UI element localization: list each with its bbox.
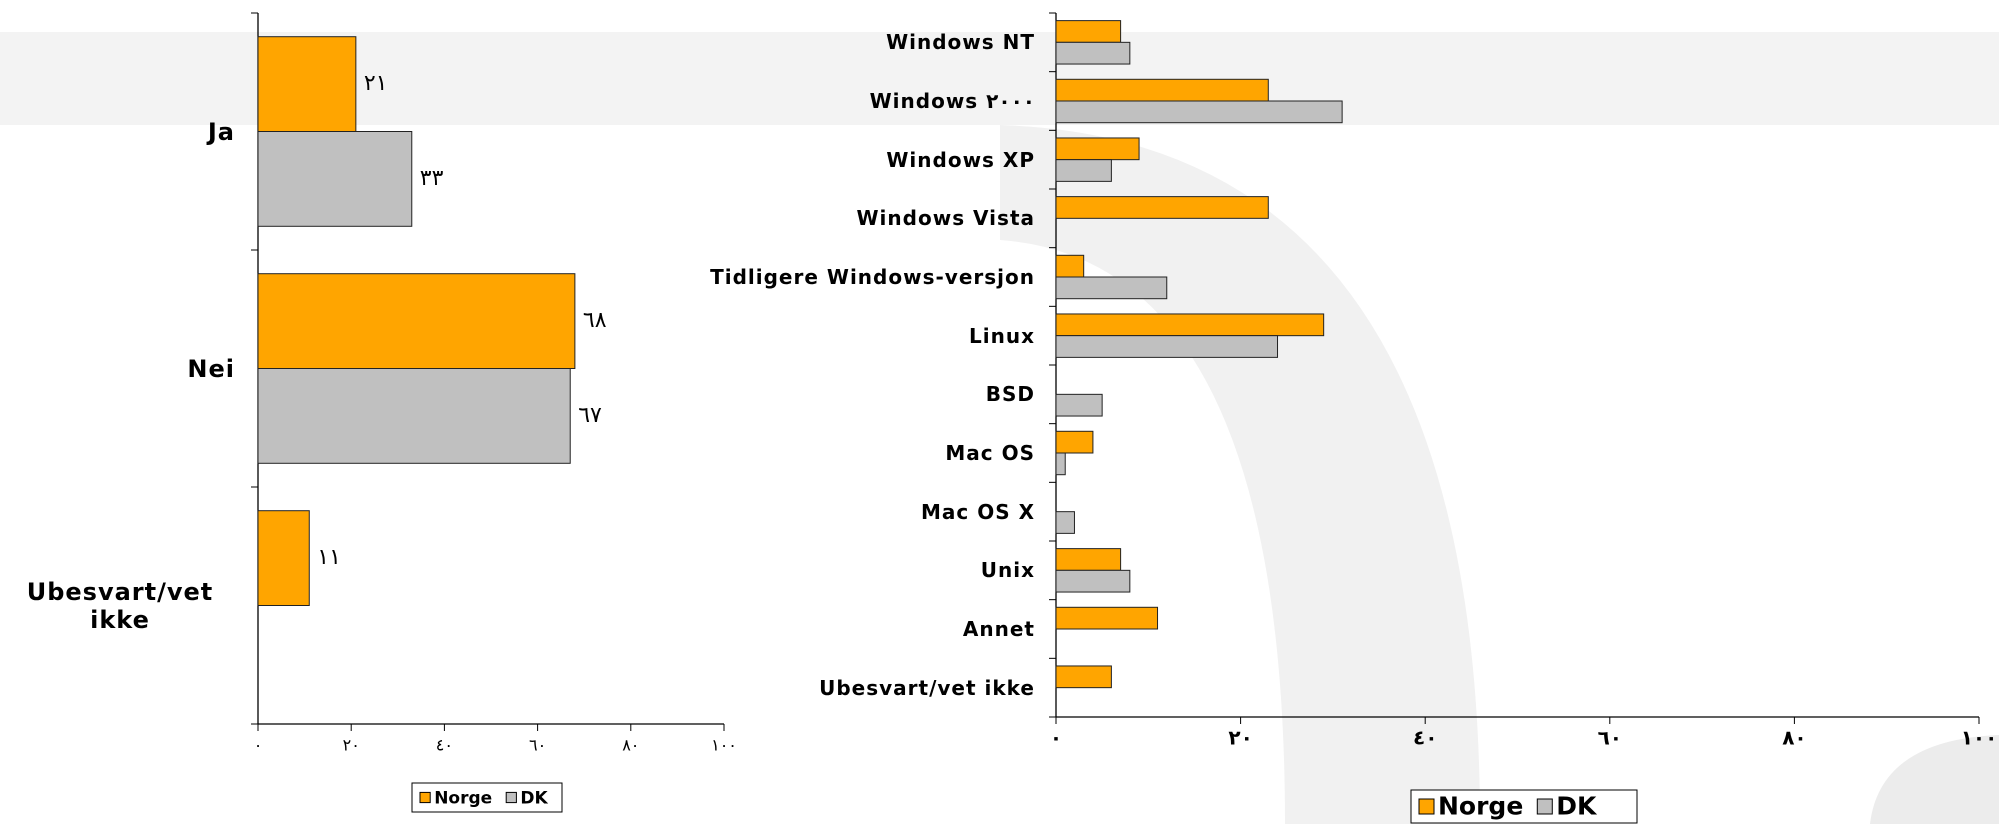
category-label-box: Windows XP — [635, 130, 1035, 189]
category-label-box: Ja — [5, 13, 235, 250]
category-label: BSD — [985, 382, 1035, 407]
bar — [1055, 137, 1140, 161]
bar — [1055, 196, 1269, 219]
bar — [1055, 78, 1269, 102]
bar — [257, 273, 576, 370]
x-tick-label: ٦٠ — [1598, 726, 1622, 750]
category-label-box: Windows Vista — [635, 189, 1035, 248]
category-label: Mac OS X — [920, 499, 1035, 524]
x-tick-label: ٠ — [254, 736, 263, 755]
category-label-box: Windows NT — [635, 13, 1035, 72]
category-label-box: Ubesvart/vet ikke — [5, 487, 235, 724]
bar — [1055, 20, 1122, 43]
bar — [1055, 548, 1122, 571]
legend-label: Norge — [1438, 792, 1523, 821]
category-label: Unix — [980, 558, 1035, 583]
bar — [1055, 41, 1131, 65]
value-label: ٢١ — [364, 71, 388, 96]
category-label: Nei — [187, 354, 235, 383]
category-label: Windows ٢٠٠٠ — [869, 88, 1035, 113]
category-label-box: Tidligere Windows-versjon — [635, 248, 1035, 307]
category-label: Annet — [962, 616, 1035, 641]
bar — [1055, 606, 1159, 630]
legend-swatch — [1536, 798, 1553, 815]
bar — [1055, 430, 1094, 454]
category-label: Windows Vista — [856, 206, 1035, 231]
value-label: ٦٨ — [583, 308, 607, 333]
legend-label: Norge — [434, 789, 492, 809]
category-label-box: Nei — [5, 250, 235, 487]
category-label-box: Annet — [635, 600, 1035, 659]
category-label-box: Windows ٢٠٠٠ — [635, 72, 1035, 131]
bar — [257, 36, 357, 133]
bar — [1055, 254, 1085, 278]
bar — [1055, 335, 1279, 358]
x-tick-label: ٨٠ — [1782, 726, 1806, 750]
x-tick-label: ١٠٠ — [1961, 726, 1998, 750]
x-tick-label: ٢٠ — [343, 736, 360, 755]
bar — [1055, 452, 1066, 476]
bar — [1055, 100, 1343, 124]
category-label-box: Mac OS X — [635, 482, 1035, 541]
x-tick-label: ٤٠ — [436, 736, 453, 755]
background-shape — [1000, 125, 1480, 824]
legend-swatch — [505, 791, 517, 804]
category-label: Ja — [207, 117, 235, 146]
bar — [257, 510, 310, 607]
bar — [1055, 393, 1103, 417]
category-label: Ubesvart/vet ikke — [26, 577, 214, 634]
bar — [1055, 665, 1112, 689]
category-label-box: Ubesvart/vet ikke — [635, 658, 1035, 717]
value-label: ٣٣ — [420, 166, 444, 191]
category-label: Mac OS — [945, 440, 1035, 465]
value-label: ٦٧ — [578, 403, 602, 428]
x-tick-label: ٨٠ — [622, 736, 639, 755]
x-tick-label: ٤٠ — [1413, 726, 1437, 750]
category-label: Windows XP — [886, 147, 1035, 172]
bar — [1055, 159, 1112, 182]
legend-swatch — [419, 791, 431, 804]
bar — [257, 368, 571, 464]
legend-label: DK — [1556, 792, 1598, 821]
category-label-box: BSD — [635, 365, 1035, 424]
bar — [1055, 569, 1131, 593]
bar — [1055, 276, 1168, 300]
category-label: Linux — [969, 323, 1035, 348]
x-tick-label: ٢٠ — [1228, 726, 1252, 750]
category-label: Tidligere Windows-versjon — [710, 264, 1035, 289]
category-label-box: Unix — [635, 541, 1035, 600]
legend-swatch — [1418, 798, 1435, 815]
category-label-box: Mac OS — [635, 424, 1035, 483]
bar — [1055, 313, 1325, 337]
category-label: Ubesvart/vet ikke — [819, 675, 1035, 700]
bar — [1055, 511, 1075, 534]
legend-box — [1410, 789, 1638, 824]
legend-label: DK — [520, 789, 548, 809]
bar — [257, 131, 413, 227]
x-tick-label: ٠ — [1050, 726, 1062, 750]
x-tick-label: ١٠٠ — [711, 736, 737, 755]
x-tick-label: ٦٠ — [529, 736, 546, 755]
value-label: ١١ — [317, 545, 341, 570]
background-shape — [1870, 735, 1999, 824]
legend-box — [411, 782, 563, 813]
category-label: Windows NT — [886, 30, 1035, 55]
category-label-box: Linux — [635, 306, 1035, 365]
